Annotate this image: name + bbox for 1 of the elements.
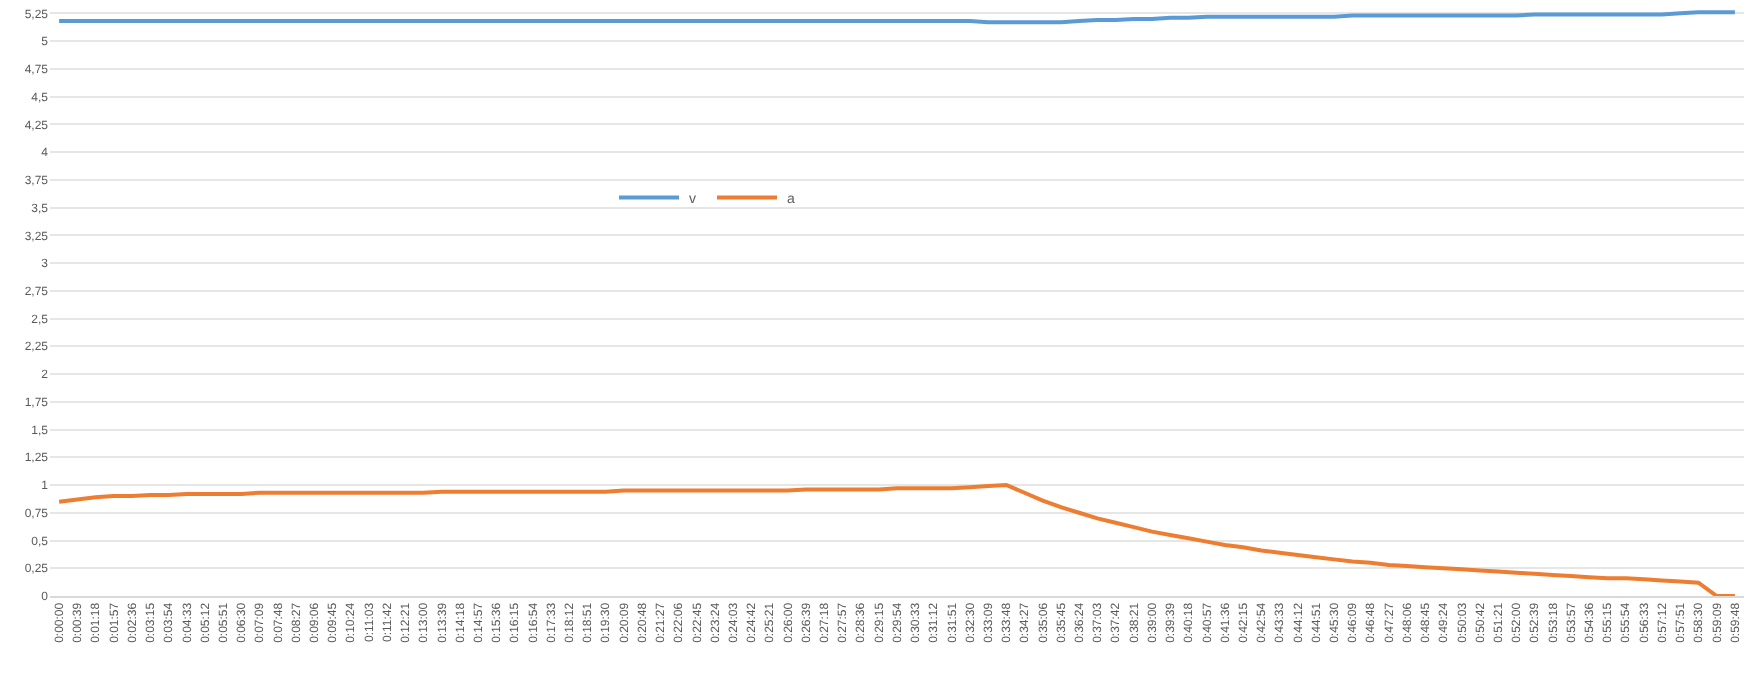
line-series	[57, 483, 1737, 596]
